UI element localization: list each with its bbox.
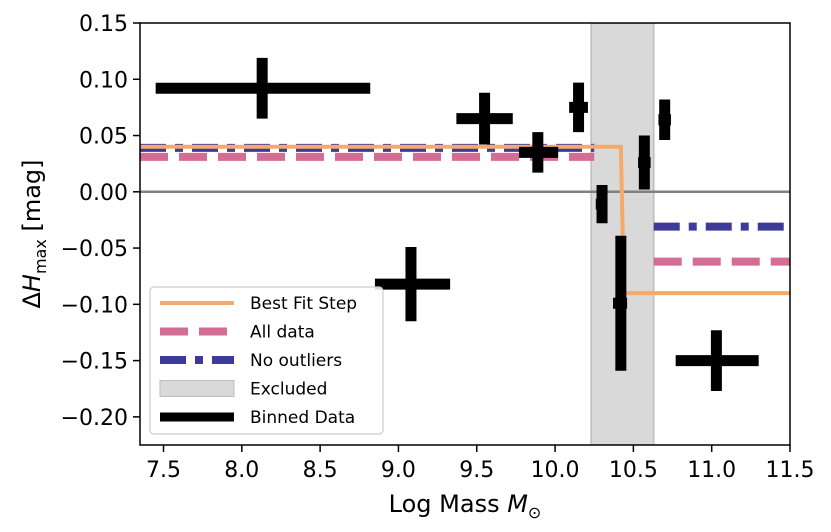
x-tick-label-8: 11.5 bbox=[766, 458, 815, 483]
x-tick-label-2: 8.5 bbox=[303, 458, 338, 483]
x-tick-label-3: 9.0 bbox=[381, 458, 416, 483]
binned-point-1 bbox=[374, 246, 451, 322]
legend-item-0: Best Fit Step bbox=[160, 294, 357, 314]
legend-item-1: All data bbox=[160, 323, 315, 343]
y-tick-label-7: −0.20 bbox=[61, 406, 128, 431]
binned-point-7 bbox=[638, 135, 651, 190]
y-tick-label-4: −0.05 bbox=[61, 237, 128, 262]
binned-point-3 bbox=[519, 132, 559, 173]
legend-item-3-swatch bbox=[159, 380, 235, 397]
x-tick-label-4: 9.5 bbox=[459, 458, 494, 483]
binned-point-9 bbox=[675, 330, 759, 391]
best-fit-step-line bbox=[140, 144, 790, 296]
y-tick-label-0: 0.15 bbox=[79, 12, 128, 37]
binned-point-8 bbox=[658, 99, 671, 141]
plot-frame bbox=[139, 22, 791, 446]
legend-item-2-label: No outliers bbox=[250, 351, 342, 371]
legend-item-3-label: Excluded bbox=[250, 380, 327, 400]
x-tick-label-1: 8.0 bbox=[224, 458, 259, 483]
legend-item-1-label: All data bbox=[250, 323, 315, 343]
binned-point-4 bbox=[569, 82, 588, 133]
y-tick-label-2: 0.05 bbox=[79, 125, 128, 150]
binned-point-5 bbox=[595, 185, 608, 224]
x-tick-label-7: 11.0 bbox=[687, 458, 736, 483]
y-tick-label-1: 0.10 bbox=[79, 68, 128, 93]
x-tick-label-5: 10.0 bbox=[531, 458, 580, 483]
legend-item-3: Excluded bbox=[159, 380, 327, 400]
binned-point-6 bbox=[613, 235, 628, 371]
binned-point-2 bbox=[456, 92, 513, 145]
y-tick-label-6: −0.15 bbox=[61, 350, 128, 375]
binned-point-0 bbox=[155, 57, 371, 119]
x-tick-label-0: 7.5 bbox=[146, 458, 181, 483]
legend-item-0-label: Best Fit Step bbox=[250, 294, 357, 314]
legend-box bbox=[149, 286, 384, 435]
y-tick-label-5: −0.10 bbox=[61, 293, 128, 318]
legend-item-4: Binned Data bbox=[160, 408, 355, 428]
y-tick-label-3: 0.00 bbox=[79, 181, 128, 206]
x-axis-title: Log Mass M⊙ bbox=[389, 490, 542, 522]
x-tick-label-6: 10.5 bbox=[609, 458, 658, 483]
y-axis-title: ΔHmax [mag] bbox=[18, 159, 50, 308]
legend-item-4-label: Binned Data bbox=[250, 408, 355, 428]
legend-item-2: No outliers bbox=[160, 351, 342, 371]
